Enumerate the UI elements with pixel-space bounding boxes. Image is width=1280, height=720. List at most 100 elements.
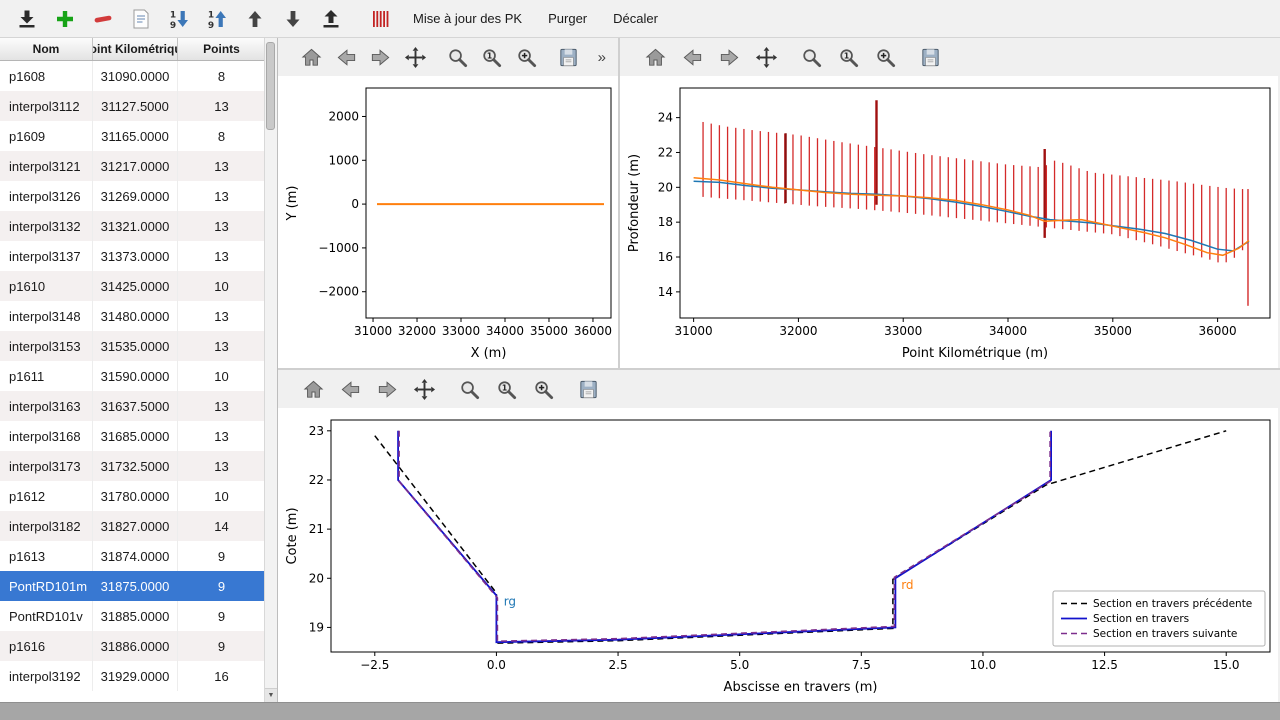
cell-nom: interpol3163 — [0, 391, 93, 421]
forward-button[interactable] — [716, 44, 742, 70]
import-button[interactable] — [12, 4, 42, 34]
table-row[interactable]: interpol313731373.000013 — [0, 241, 264, 271]
zoom-button[interactable] — [798, 44, 824, 70]
home-button[interactable] — [642, 44, 668, 70]
table-scrollbar[interactable]: ▼ — [264, 38, 277, 702]
svg-text:18: 18 — [658, 215, 673, 229]
sort-ascending-icon — [205, 7, 229, 31]
edit-notes-button[interactable] — [126, 4, 156, 34]
table-row[interactable]: interpol312631269.000013 — [0, 181, 264, 211]
sort-descending-button[interactable] — [164, 4, 194, 34]
cell-pk: 31886.0000 — [93, 631, 178, 661]
column-header-points[interactable]: Points — [178, 38, 264, 60]
zoom-button[interactable] — [446, 44, 469, 70]
scrollbar-thumb[interactable] — [266, 42, 275, 130]
save-figure-button[interactable] — [917, 44, 943, 70]
x-axis-label: Point Kilométrique (m) — [902, 346, 1048, 361]
export-button[interactable] — [316, 4, 346, 34]
forward-button[interactable] — [369, 44, 392, 70]
table-row[interactable]: interpol315331535.000013 — [0, 331, 264, 361]
remove-section-button[interactable] — [88, 4, 118, 34]
table-row[interactable]: interpol319231929.000016 — [0, 661, 264, 691]
back-button[interactable] — [337, 376, 363, 402]
save-icon — [919, 46, 942, 69]
zoom-plus-button[interactable] — [515, 44, 538, 70]
svg-text:20: 20 — [658, 180, 673, 194]
legend: Section en travers précédenteSection en … — [1053, 591, 1265, 646]
scrollbar-down-button[interactable]: ▼ — [265, 688, 277, 702]
svg-text:16: 16 — [658, 250, 673, 264]
cell-nom: p1610 — [0, 271, 93, 301]
svg-text:21: 21 — [309, 522, 324, 536]
table-row[interactable]: interpol316831685.000013 — [0, 421, 264, 451]
svg-text:20: 20 — [309, 571, 324, 585]
cell-points: 13 — [178, 331, 264, 361]
table-row[interactable]: p161131590.000010 — [0, 361, 264, 391]
table-row[interactable]: p161631886.00009 — [0, 631, 264, 661]
update-pk-button[interactable]: Mise à jour des PK — [404, 6, 531, 31]
svg-text:23: 23 — [309, 424, 324, 438]
table-row[interactable]: interpol317331732.500013 — [0, 451, 264, 481]
cell-pk: 31127.5000 — [93, 91, 178, 121]
pan-button[interactable] — [403, 44, 426, 70]
longitudinal-profile-plot[interactable]: 3100032000330003400035000360001416182022… — [620, 76, 1278, 368]
table-row[interactable]: p161031425.000010 — [0, 271, 264, 301]
home-button[interactable] — [300, 44, 323, 70]
sections-pattern-button[interactable] — [366, 4, 396, 34]
table-row[interactable]: interpol311231127.500013 — [0, 91, 264, 121]
back-button[interactable] — [679, 44, 705, 70]
svg-text:5.0: 5.0 — [730, 658, 749, 672]
table-row[interactable]: p161331874.00009 — [0, 541, 264, 571]
forward-button[interactable] — [374, 376, 400, 402]
plots-panel: » 310003200033000340003500036000−2000−10… — [278, 38, 1280, 702]
svg-text:34000: 34000 — [486, 324, 524, 338]
back-button[interactable] — [334, 44, 357, 70]
svg-text:24: 24 — [658, 111, 673, 125]
svg-text:22: 22 — [309, 473, 324, 487]
cell-nom: interpol3137 — [0, 241, 93, 271]
arrow-up-icon — [243, 7, 267, 31]
cell-points: 13 — [178, 211, 264, 241]
move-down-button[interactable] — [278, 4, 308, 34]
zoom-plus-button[interactable] — [872, 44, 898, 70]
toolbar-overflow-button[interactable]: » — [592, 48, 612, 67]
table-row[interactable]: p160831090.00008 — [0, 61, 264, 91]
annotation-rd: rd — [901, 578, 913, 592]
add-section-button[interactable] — [50, 4, 80, 34]
table-row[interactable]: interpol312131217.000013 — [0, 151, 264, 181]
purge-button[interactable]: Purger — [539, 6, 596, 31]
zoom-region-button[interactable] — [493, 376, 519, 402]
table-row[interactable]: interpol314831480.000013 — [0, 301, 264, 331]
cell-points: 8 — [178, 61, 264, 91]
table-row[interactable]: p161231780.000010 — [0, 481, 264, 511]
save-figure-button[interactable] — [575, 376, 601, 402]
move-up-button[interactable] — [240, 4, 270, 34]
table-row[interactable]: interpol318231827.000014 — [0, 511, 264, 541]
table-row[interactable]: interpol313231321.000013 — [0, 211, 264, 241]
column-header-nom[interactable]: Nom — [0, 38, 93, 60]
cell-pk: 31637.5000 — [93, 391, 178, 421]
cross-section-plot[interactable]: −2.50.02.55.07.510.012.515.01920212223Ab… — [278, 408, 1278, 702]
trace-plot[interactable]: 310003200033000340003500036000−2000−1000… — [278, 76, 618, 368]
cell-pk: 31425.0000 — [93, 271, 178, 301]
table-row[interactable]: PontRD101v31885.00009 — [0, 601, 264, 631]
svg-text:2.5: 2.5 — [609, 658, 628, 672]
zoom-region-button[interactable] — [835, 44, 861, 70]
zoom-plus-button[interactable] — [530, 376, 556, 402]
column-header-pk[interactable]: Point Kilométrique — [93, 38, 178, 60]
import-icon — [15, 7, 39, 31]
pan-button[interactable] — [411, 376, 437, 402]
save-figure-button[interactable] — [557, 44, 580, 70]
pan-button[interactable] — [753, 44, 779, 70]
cell-pk: 31165.0000 — [93, 121, 178, 151]
table-row[interactable]: PontRD101m31875.00009 — [0, 571, 264, 601]
zoom-icon — [458, 378, 481, 401]
cell-nom: PontRD101m — [0, 571, 93, 601]
sort-ascending-button[interactable] — [202, 4, 232, 34]
home-button[interactable] — [300, 376, 326, 402]
table-row[interactable]: p160931165.00008 — [0, 121, 264, 151]
shift-button[interactable]: Décaler — [604, 6, 667, 31]
zoom-region-button[interactable] — [480, 44, 503, 70]
zoom-button[interactable] — [456, 376, 482, 402]
table-row[interactable]: interpol316331637.500013 — [0, 391, 264, 421]
